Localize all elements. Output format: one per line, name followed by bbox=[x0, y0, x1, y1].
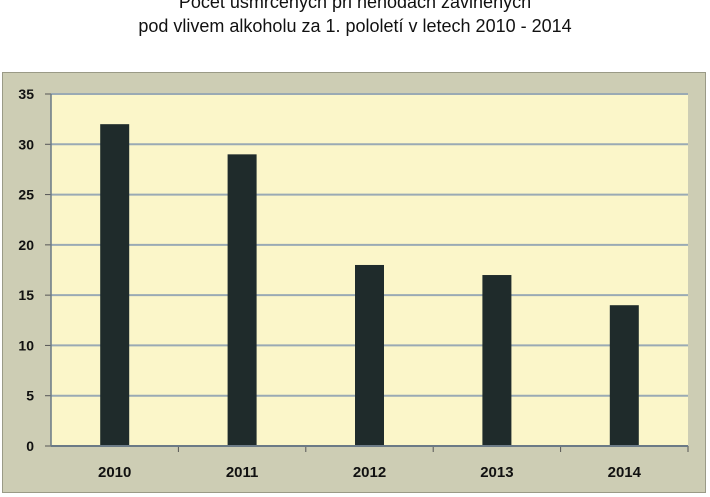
y-axis-ticks: 0 5 10 15 20 25 30 35 bbox=[18, 86, 51, 454]
x-tick-label-2014: 2014 bbox=[608, 464, 642, 481]
chart-title-line-2: pod vlivem alkoholu za 1. pololetí v let… bbox=[138, 16, 572, 36]
y-tick-label: 5 bbox=[26, 388, 34, 404]
y-tick-label: 35 bbox=[18, 86, 34, 102]
bar-2012 bbox=[355, 264, 384, 446]
y-tick-label: 25 bbox=[18, 187, 34, 203]
bar-2010 bbox=[100, 124, 130, 447]
bar-2011 bbox=[227, 154, 257, 447]
x-tick-label-2010: 2010 bbox=[98, 464, 131, 481]
bar-2013 bbox=[482, 275, 512, 446]
chart-title-line-1: Počet usmrcených při nehodách zaviněných bbox=[178, 0, 532, 12]
x-tick-label-2011: 2011 bbox=[226, 464, 259, 481]
x-axis-ticks: 2010 2011 2012 2013 2014 bbox=[98, 446, 689, 481]
y-tick-label: 15 bbox=[18, 287, 34, 303]
x-tick-label-2013: 2013 bbox=[480, 464, 513, 481]
x-tick-label-2012: 2012 bbox=[353, 464, 386, 481]
bar-2014 bbox=[609, 305, 639, 446]
y-tick-label: 0 bbox=[26, 438, 34, 454]
y-tick-label: 30 bbox=[18, 136, 34, 152]
y-tick-label: 20 bbox=[18, 237, 34, 253]
bars bbox=[100, 124, 639, 447]
y-tick-label: 10 bbox=[18, 337, 34, 353]
